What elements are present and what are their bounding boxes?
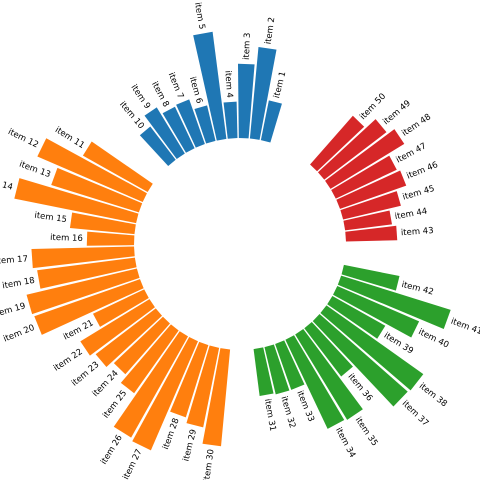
bar-label-32: item 32	[278, 395, 297, 429]
bar-9	[144, 107, 185, 159]
bar-label-22: item 22	[52, 347, 85, 374]
bar-50	[310, 115, 365, 172]
bar-38	[320, 305, 424, 391]
bar-label-38: item 38	[417, 381, 449, 409]
bar-label-40: item 40	[417, 327, 451, 350]
bar-32	[264, 344, 290, 395]
bar-10	[139, 126, 176, 167]
bar-48	[325, 129, 405, 189]
bar-31	[253, 347, 274, 396]
bar-19	[26, 268, 140, 315]
bar-label-1: item 1	[272, 70, 288, 99]
bar-37	[312, 314, 408, 407]
bar-16	[86, 231, 135, 246]
bar-36	[304, 321, 353, 377]
bar-39	[327, 295, 386, 339]
bar-5	[193, 31, 227, 141]
bar-22	[80, 299, 155, 356]
bar-25	[120, 324, 179, 394]
bar-2	[249, 47, 277, 140]
bar-label-41: item 41	[449, 317, 480, 338]
bar-label-46: item 46	[405, 160, 439, 182]
bar-label-45: item 45	[402, 184, 436, 203]
bar-label-19: item 19	[0, 301, 27, 320]
bar-47	[331, 155, 397, 199]
bar-43	[345, 225, 398, 242]
bar-label-43: item 43	[401, 226, 434, 238]
bar-6	[194, 105, 216, 144]
bars-layer	[14, 31, 451, 451]
bar-8	[162, 106, 195, 153]
bar-7	[176, 99, 205, 148]
bar-label-14: item 14	[0, 175, 14, 193]
bar-label-37: item 37	[400, 399, 430, 429]
bar-13	[51, 167, 143, 213]
bar-label-31: item 31	[262, 398, 278, 432]
bar-41	[337, 275, 451, 329]
bar-label-7: item 7	[166, 71, 186, 100]
bar-4	[223, 101, 238, 139]
bar-label-44: item 44	[394, 207, 428, 223]
bar-30	[202, 348, 231, 447]
bar-label-4: item 4	[222, 70, 234, 98]
bar-28	[170, 341, 209, 418]
bar-21	[92, 289, 149, 327]
bar-label-2: item 2	[264, 16, 278, 44]
bar-label-26: item 26	[99, 433, 125, 466]
bar-26	[113, 331, 189, 438]
bar-label-27: item 27	[121, 448, 144, 480]
bar-label-12: item 12	[6, 127, 40, 150]
bar-label-29: item 29	[182, 428, 200, 462]
bar-29	[186, 345, 220, 428]
bar-44	[343, 210, 392, 231]
bar-label-49: item 49	[381, 98, 413, 127]
bar-label-34: item 34	[333, 426, 357, 460]
bar-45	[340, 191, 401, 220]
bar-35	[295, 329, 363, 420]
bar-12	[37, 138, 147, 202]
bar-label-13: item 13	[18, 160, 52, 181]
bar-label-23: item 23	[70, 360, 102, 389]
bar-label-42: item 42	[400, 280, 434, 298]
bar-label-3: item 3	[242, 32, 253, 60]
bar-label-35: item 35	[353, 415, 380, 448]
bar-24	[113, 316, 170, 375]
bar-33	[275, 340, 305, 390]
bar-23	[95, 308, 163, 368]
bar-46	[336, 170, 407, 209]
bar-label-28: item 28	[161, 417, 182, 451]
bar-15	[69, 212, 136, 235]
bar-label-30: item 30	[202, 449, 216, 480]
bar-3	[237, 63, 255, 139]
bar-17	[31, 246, 135, 269]
bar-34	[285, 335, 345, 429]
bar-label-5: item 5	[192, 2, 207, 31]
bar-11	[82, 141, 153, 193]
bar-1	[260, 100, 282, 143]
bar-label-15: item 15	[34, 211, 68, 225]
bar-20	[34, 279, 144, 335]
bar-label-48: item 48	[400, 112, 433, 139]
bar-40	[333, 286, 420, 338]
bar-label-20: item 20	[2, 323, 36, 345]
bar-label-16: item 16	[50, 233, 83, 244]
bar-49	[317, 119, 387, 180]
bar-label-17: item 17	[0, 254, 28, 266]
bar-42	[341, 264, 400, 291]
bar-18	[37, 257, 137, 289]
bar-14	[14, 178, 139, 224]
bar-label-18: item 18	[2, 276, 36, 292]
bar-27	[132, 337, 198, 451]
